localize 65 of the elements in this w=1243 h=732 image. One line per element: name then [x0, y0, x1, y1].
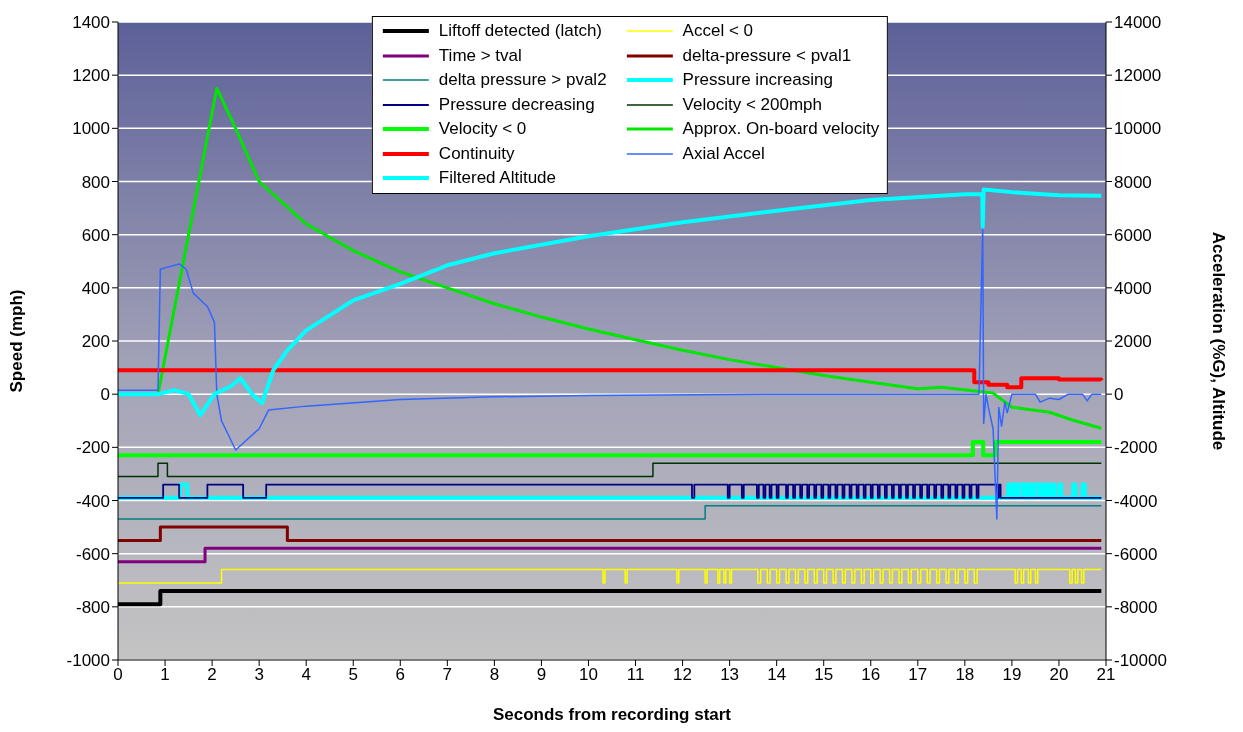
y2-tick-label: 14000: [1114, 13, 1162, 33]
y-tick-label: 400: [81, 278, 110, 298]
y2-axis-title: Acceleration (%G), Altitude: [1208, 231, 1228, 451]
y-tick-label: 1400: [72, 13, 110, 33]
x-tick-label: 4: [301, 665, 311, 685]
y-tick-label: -800: [75, 597, 110, 617]
legend-label: Velocity < 200mph: [682, 93, 823, 116]
y2-tick-label: 6000: [1114, 225, 1152, 245]
x-tick-label: 7: [442, 665, 453, 685]
y-tick-label: 1000: [72, 119, 110, 139]
x-tick-label: 12: [673, 665, 693, 685]
x-tick-label: 19: [1002, 665, 1022, 685]
y2-tick-label: -8000: [1114, 597, 1158, 617]
x-tick-label: 10: [579, 665, 598, 685]
legend-label: Accel < 0: [682, 20, 754, 42]
y-tick-label: -600: [75, 544, 110, 564]
x-tick-label: 18: [955, 665, 975, 685]
legend-label: Liftoff detected (latch): [438, 20, 603, 42]
y2-tick-label: 4000: [1114, 278, 1152, 298]
legend-label: delta-pressure < pval1: [682, 44, 852, 67]
y-tick-label: -1000: [66, 651, 110, 671]
y-tick-label: -400: [75, 491, 110, 511]
x-tick-label: 16: [861, 665, 881, 685]
y-tick-label: 600: [81, 225, 110, 245]
x-axis-title: Seconds from recording start: [492, 705, 732, 724]
x-tick-label: 6: [395, 665, 406, 685]
y2-tick-label: 0: [1114, 385, 1124, 405]
x-tick-label: 2: [207, 665, 217, 685]
x-tick-label: 1: [160, 665, 170, 685]
y-tick-label: 1200: [72, 66, 110, 86]
y2-tick-label: 8000: [1114, 172, 1152, 192]
y2-tick-label: -6000: [1114, 544, 1158, 564]
legend-label: Continuity: [438, 142, 515, 165]
x-tick-label: 13: [720, 665, 740, 685]
legend-label: Axial Accel: [682, 142, 765, 165]
y2-tick-label: 10000: [1114, 119, 1162, 139]
y-tick-label: 800: [81, 172, 110, 192]
legend-label: Velocity < 0: [438, 118, 527, 140]
legend-label: delta pressure > pval2: [438, 69, 607, 91]
x-tick-label: 15: [814, 665, 834, 685]
legend-label: Time > tval: [438, 44, 522, 67]
legend-label: Pressure increasing: [682, 69, 833, 91]
y-tick-label: 0: [100, 385, 110, 405]
x-tick-label: 11: [626, 665, 645, 685]
x-tick-label: 0: [113, 665, 123, 685]
legend-label: Approx. On-board velocity: [682, 118, 880, 140]
x-tick-label: 21: [1096, 665, 1116, 685]
y-axis-title: Speed (mph): [7, 289, 27, 393]
x-tick-label: 3: [254, 665, 264, 685]
legend-label: Filtered Altitude: [438, 167, 557, 189]
y-tick-label: 200: [81, 332, 110, 352]
y2-tick-label: 12000: [1114, 66, 1162, 86]
x-tick-label: 14: [767, 665, 787, 685]
line-series: [118, 187, 1104, 418]
y-tick-label: -200: [75, 438, 110, 458]
y2-tick-label: -4000: [1114, 491, 1158, 511]
y2-tick-label: 2000: [1114, 332, 1152, 352]
legend-label: Pressure decreasing: [438, 93, 595, 116]
x-tick-label: 17: [908, 665, 928, 685]
x-tick-label: 20: [1049, 665, 1069, 685]
x-tick-label: 9: [536, 665, 547, 685]
x-tick-label: 8: [489, 665, 500, 685]
y2-tick-label: -10000: [1114, 651, 1167, 671]
y2-tick-label: -2000: [1114, 438, 1158, 458]
x-tick-label: 5: [348, 665, 358, 685]
